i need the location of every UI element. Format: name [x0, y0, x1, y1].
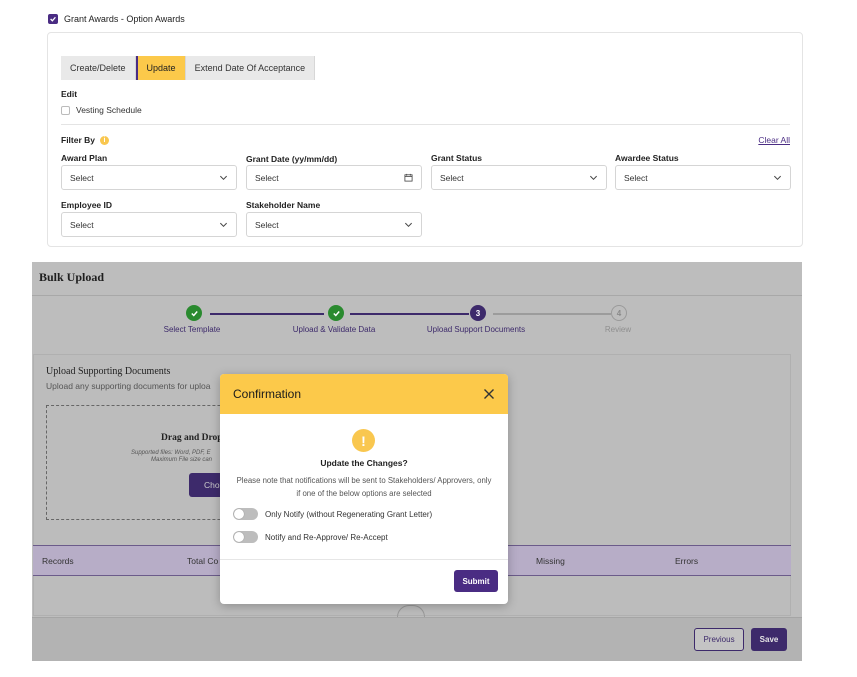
award-plan-value: Select — [70, 172, 94, 183]
step-2-check-icon — [328, 305, 344, 321]
step-connector — [210, 313, 324, 315]
stakeholder-name-label: Stakeholder Name — [246, 200, 321, 210]
column-header-total-count: Total Co — [187, 556, 219, 566]
only-notify-toggle[interactable] — [233, 508, 258, 520]
only-notify-label: Only Notify (without Regenerating Grant … — [265, 509, 433, 519]
vesting-schedule-label: Vesting Schedule — [76, 105, 142, 115]
step-connector — [350, 313, 469, 315]
grant-awards-label: Grant Awards - Option Awards — [64, 14, 185, 24]
grant-date-picker[interactable]: Select — [246, 165, 422, 190]
award-plan-label: Award Plan — [61, 153, 108, 163]
filter-by-label: Filter By — [61, 135, 96, 145]
step-1-check-icon — [186, 305, 202, 321]
employee-id-label: Employee ID — [61, 200, 113, 210]
chevron-down-icon — [219, 222, 228, 228]
option-notify-reapprove[interactable]: Notify and Re-Approve/ Re-Accept — [233, 531, 388, 543]
tab-extend-date[interactable]: Extend Date Of Acceptance — [185, 56, 316, 80]
modal-question: Update the Changes? — [320, 458, 408, 468]
chevron-down-icon — [773, 175, 782, 181]
step-3-label: Upload Support Documents — [426, 325, 526, 334]
notify-reapprove-label: Notify and Re-Approve/ Re-Accept — [265, 532, 388, 542]
awardee-status-label: Awardee Status — [615, 153, 679, 163]
step-1-label: Select Template — [163, 325, 221, 334]
chevron-down-icon — [219, 175, 228, 181]
supported-files-text: Supported files: Word, PDF, E — [131, 450, 211, 456]
info-icon[interactable]: i — [100, 135, 110, 145]
vesting-schedule-checkbox[interactable] — [61, 105, 70, 115]
chevron-down-icon — [589, 175, 598, 181]
step-3-circle: 3 — [470, 305, 486, 321]
step-connector — [493, 313, 611, 315]
chevron-down-icon — [404, 222, 413, 228]
previous-button[interactable]: Previous — [694, 628, 744, 651]
check-icon — [332, 310, 340, 317]
award-plan-select[interactable]: Select — [61, 165, 237, 190]
grant-awards-card: Create/Delete Update Extend Date Of Acce… — [47, 32, 803, 247]
check-icon — [50, 16, 56, 22]
grant-date-value: Select — [255, 172, 279, 183]
upload-documents-subtitle: Upload any supporting documents for uplo… — [46, 381, 211, 391]
step-2-label: Upload & Validate Data — [292, 325, 376, 334]
column-header-missing: Missing — [536, 556, 565, 566]
save-button[interactable]: Save — [751, 628, 787, 651]
grant-awards-checkbox[interactable] — [48, 14, 58, 24]
column-header-records: Records — [42, 556, 74, 566]
edit-label: Edit — [61, 89, 78, 99]
modal-note: Please note that notifications will be s… — [230, 474, 498, 500]
action-tabs: Create/Delete Update Extend Date Of Acce… — [61, 56, 316, 80]
modal-header: Confirmation — [220, 374, 508, 414]
vesting-schedule-option[interactable]: Vesting Schedule — [61, 105, 142, 115]
drop-zone-title: Drag and Drop — [161, 433, 223, 443]
upload-documents-title: Upload Supporting Documents — [46, 366, 171, 377]
grant-awards-header: Grant Awards - Option Awards — [48, 14, 185, 24]
grant-date-label: Grant Date (yy/mm/dd) — [246, 154, 338, 164]
modal-note-line-1: Please note that notifications will be s… — [236, 476, 492, 485]
modal-title: Confirmation — [233, 387, 302, 401]
divider — [61, 124, 790, 125]
warning-icon: ! — [352, 429, 375, 452]
clear-all-link[interactable]: Clear All — [758, 135, 790, 145]
column-header-errors: Errors — [675, 556, 699, 566]
confirmation-modal: Confirmation ! Update the Changes? Pleas… — [220, 374, 508, 604]
employee-id-select[interactable]: Select — [61, 212, 237, 237]
divider — [220, 559, 508, 560]
tab-create-delete[interactable]: Create/Delete — [61, 56, 136, 80]
awardee-status-value: Select — [624, 172, 648, 183]
max-file-size-text: Maximum File size can — [151, 457, 213, 463]
grant-status-label: Grant Status — [431, 153, 483, 163]
bulk-upload-title: Bulk Upload — [39, 270, 105, 284]
notify-reapprove-toggle[interactable] — [233, 531, 258, 543]
employee-id-value: Select — [70, 219, 94, 230]
calendar-icon[interactable] — [404, 173, 413, 182]
step-4-circle: 4 — [611, 305, 627, 321]
check-icon — [190, 310, 198, 317]
stakeholder-name-value: Select — [255, 219, 279, 230]
step-4-label: Review — [604, 325, 632, 334]
modal-note-line-2: if one of the below options are selected — [296, 489, 432, 498]
awardee-status-select[interactable]: Select — [615, 165, 791, 190]
tab-update[interactable]: Update — [135, 56, 186, 80]
close-icon[interactable] — [483, 388, 495, 400]
divider — [32, 295, 802, 296]
stakeholder-name-select[interactable]: Select — [246, 212, 422, 237]
grant-status-value: Select — [440, 172, 464, 183]
grant-status-select[interactable]: Select — [431, 165, 607, 190]
footer-bar — [32, 617, 802, 661]
filter-by: Filter By i — [61, 135, 110, 145]
submit-button[interactable]: Submit — [454, 570, 498, 592]
option-only-notify[interactable]: Only Notify (without Regenerating Grant … — [233, 508, 432, 520]
